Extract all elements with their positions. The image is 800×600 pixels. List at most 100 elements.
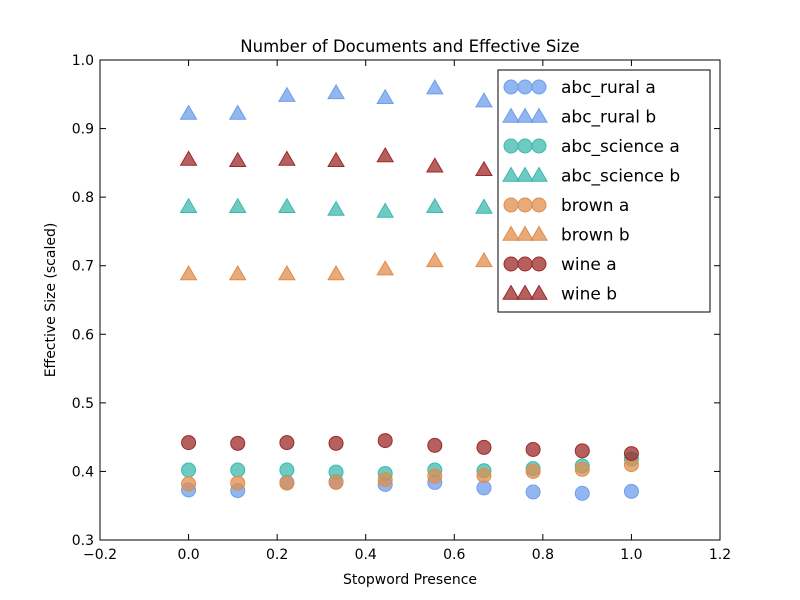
series-brown-a xyxy=(181,457,639,492)
x-axis-label: Stopword Presence xyxy=(343,572,477,588)
legend-marker xyxy=(503,138,519,154)
plot-marks xyxy=(179,79,639,501)
legend: abc_rural a abc_rural b abc_science a abc_s… xyxy=(497,69,711,313)
legend-marker xyxy=(516,225,534,241)
data-point xyxy=(425,197,444,214)
legend-entry-brown-b: brown b xyxy=(502,225,630,246)
data-point xyxy=(327,264,345,281)
legend-marker xyxy=(516,107,534,123)
legend-marker xyxy=(517,197,533,213)
legend-marker xyxy=(530,107,548,123)
data-point xyxy=(179,150,198,166)
data-point xyxy=(278,86,296,102)
x-tick-label: 0.6 xyxy=(443,547,465,563)
legend-entry-abc-rural-a: abc_rural a xyxy=(503,78,656,98)
data-point xyxy=(327,200,345,216)
data-point xyxy=(279,462,295,478)
x-tick-label: 0.8 xyxy=(532,547,554,563)
y-tick-label: 0.3 xyxy=(72,533,94,549)
data-point xyxy=(179,264,198,281)
data-point xyxy=(279,475,295,491)
y-tick-label: 0.8 xyxy=(72,190,94,206)
legend-entry-wine-a: wine a xyxy=(503,255,617,275)
data-point xyxy=(181,462,197,478)
x-tick-label: 0.0 xyxy=(177,547,199,563)
data-point xyxy=(475,160,493,176)
data-point xyxy=(574,461,590,477)
legend-marker xyxy=(531,79,547,95)
series-wine-b xyxy=(179,147,493,176)
series-abc-rural-b xyxy=(179,79,493,120)
data-point xyxy=(181,435,197,451)
data-point xyxy=(425,79,444,95)
series-abc-rural-a xyxy=(181,474,639,501)
legend-marker xyxy=(517,256,533,272)
x-tick-label: 0.2 xyxy=(266,547,288,563)
legend-label: brown a xyxy=(561,196,629,216)
series-wine-a xyxy=(181,433,639,462)
data-point xyxy=(230,475,246,491)
legend-marker xyxy=(502,225,520,241)
legend-label: wine a xyxy=(561,255,617,275)
data-point xyxy=(230,462,246,478)
plot-frame xyxy=(99,59,721,541)
legend-marker xyxy=(503,79,519,95)
legend-marker xyxy=(530,166,548,182)
data-point xyxy=(377,433,393,449)
y-tick-label: 0.4 xyxy=(72,464,94,480)
legend-entry-abc-science-a: abc_science a xyxy=(503,137,680,157)
series-abc-science-b xyxy=(179,197,493,218)
y-tick-label: 0.5 xyxy=(72,396,94,412)
legend-marker xyxy=(517,79,533,95)
legend-marker xyxy=(531,138,547,154)
y-tick-label: 0.6 xyxy=(72,327,94,343)
chart-title: Number of Documents and Effective Size xyxy=(240,37,579,56)
data-point xyxy=(427,437,443,453)
legend-marker xyxy=(502,284,520,300)
data-point xyxy=(376,260,395,276)
data-point xyxy=(228,151,247,168)
data-point xyxy=(278,197,296,214)
legend-marker xyxy=(530,284,548,300)
data-point xyxy=(475,198,493,214)
legend-marker xyxy=(503,197,519,213)
x-tick-label: −0.2 xyxy=(83,547,117,563)
data-point xyxy=(377,472,393,488)
legend-label: brown b xyxy=(561,226,630,246)
y-axis-label: Effective Size (scaled) xyxy=(43,223,59,378)
data-point xyxy=(179,104,198,120)
legend-label: abc_rural a xyxy=(561,78,656,98)
series-brown-b xyxy=(179,251,493,281)
data-point xyxy=(574,485,590,501)
x-tick-label: 1.2 xyxy=(709,547,731,563)
y-tick-label: 0.7 xyxy=(72,259,94,275)
legend-label: abc_rural b xyxy=(561,108,656,128)
data-point xyxy=(328,435,344,451)
series-abc-science-a xyxy=(181,451,639,481)
legend-marker xyxy=(502,107,520,123)
legend-marker xyxy=(531,256,547,272)
data-point xyxy=(623,483,639,499)
data-point xyxy=(525,463,541,479)
data-point xyxy=(179,197,198,214)
legend-entry-wine-b: wine b xyxy=(502,284,617,305)
data-point xyxy=(475,251,493,268)
legend-marker xyxy=(531,197,547,213)
legend-entry-brown-a: brown a xyxy=(503,196,629,216)
legend-marker xyxy=(530,225,548,241)
data-point xyxy=(228,104,247,120)
data-point xyxy=(427,468,443,484)
legend-marker xyxy=(517,138,533,154)
data-point xyxy=(525,441,541,457)
data-point xyxy=(476,468,492,484)
legend-box xyxy=(497,69,711,313)
data-point xyxy=(525,484,541,500)
data-point xyxy=(475,92,493,108)
data-point xyxy=(230,435,246,451)
axis-ticks: −0.2 0.0 0.2 0.4 0.6 0.8 1.0 1.2 0.3 0.4 0.5 0.6 0.7… xyxy=(72,53,731,563)
data-point xyxy=(228,197,247,214)
data-point xyxy=(278,264,296,281)
data-point xyxy=(228,264,247,281)
legend-marker xyxy=(503,256,519,272)
data-point xyxy=(376,202,395,218)
